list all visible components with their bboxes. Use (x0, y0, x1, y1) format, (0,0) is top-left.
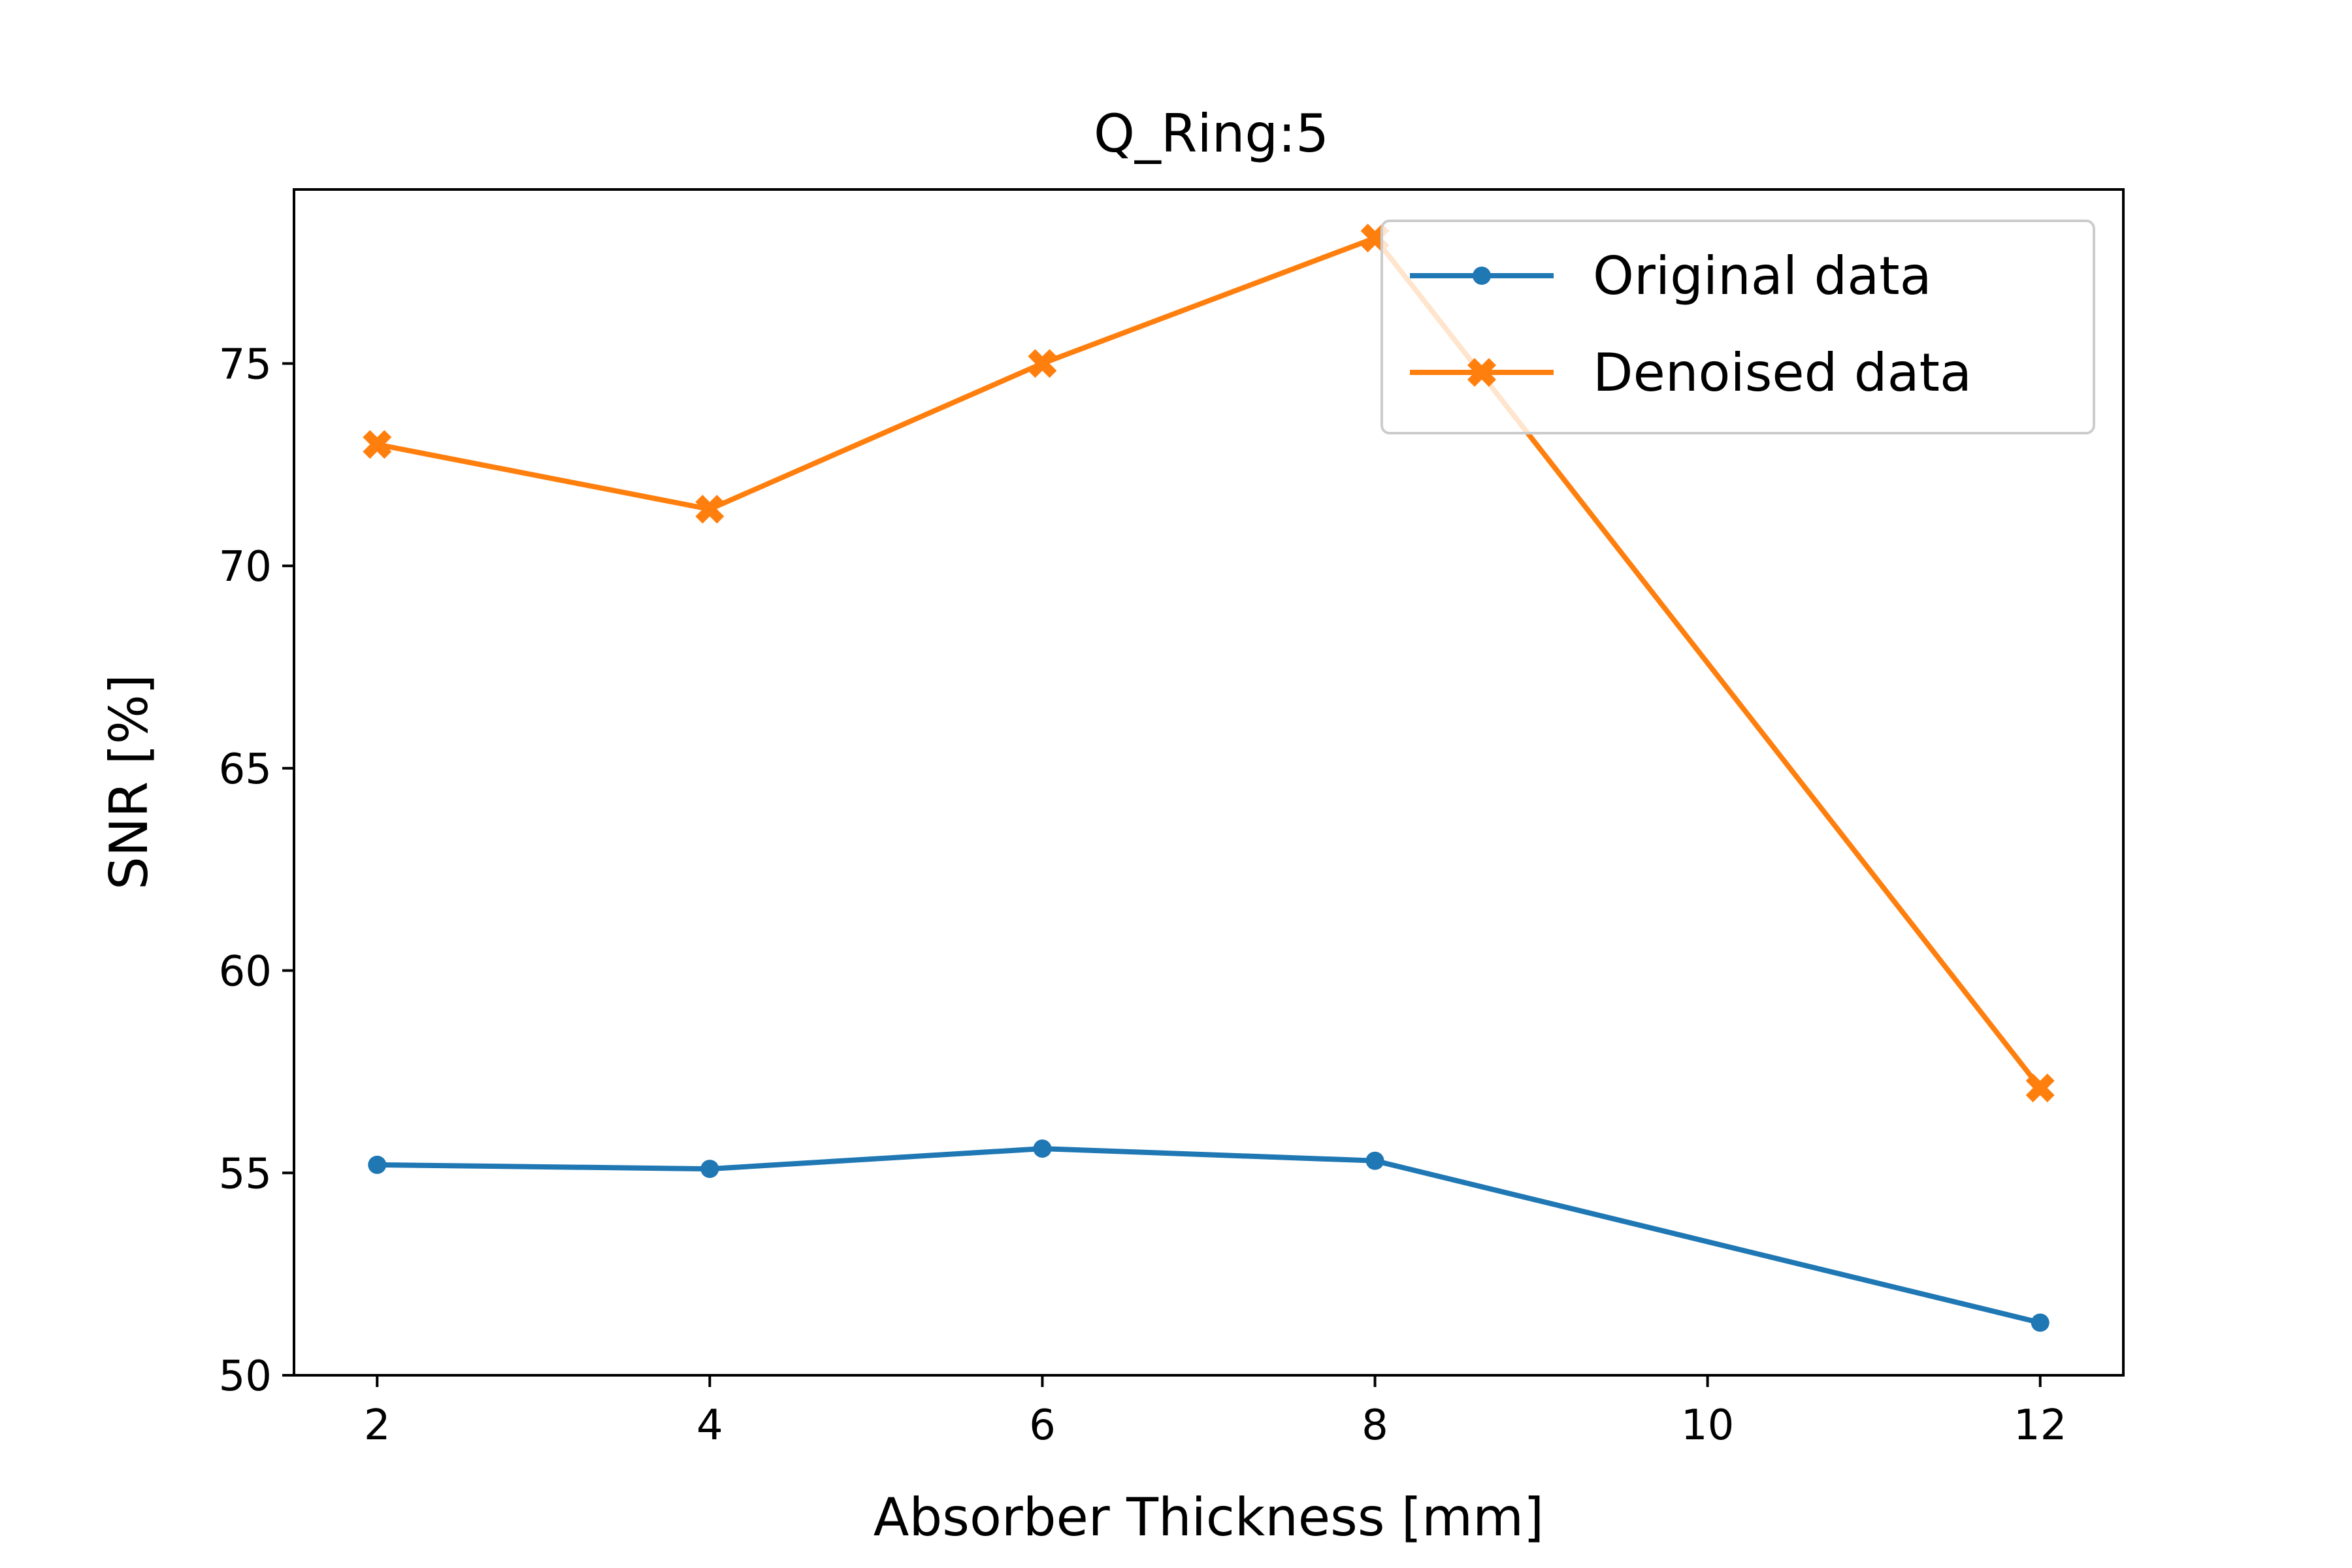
y-axis-label: SNR [%] (99, 674, 159, 890)
data-point (2031, 1313, 2050, 1332)
y-tick-label: 75 (219, 340, 272, 389)
legend-marker (1467, 358, 1496, 387)
y-tick-label: 60 (219, 948, 272, 996)
x-axis-label: Absorber Thickness [mm] (874, 1487, 1544, 1548)
legend-label: Denoised data (1593, 342, 1972, 403)
series-layer (363, 223, 2055, 1332)
y-tick-label: 65 (219, 745, 272, 794)
x-tick-label: 12 (2014, 1401, 2066, 1450)
series-2 (363, 223, 2055, 1103)
legend: Original data Denoised data (1380, 220, 2095, 434)
data-point (1033, 1139, 1052, 1158)
legend-entries: Original data Denoised data (1410, 246, 1972, 403)
chart-title: Q_Ring:5 (1094, 103, 1329, 164)
y-tick-label: 50 (219, 1352, 272, 1401)
legend-marker (1473, 267, 1491, 285)
x-axis-ticks: 2 4 6 8 10 12 (364, 1375, 2066, 1450)
y-tick-label: 55 (219, 1150, 272, 1198)
plot-frame (293, 188, 2125, 1377)
x-tick-label: 10 (1681, 1401, 1734, 1450)
y-axis-ticks: 50 55 60 65 70 75 (219, 340, 294, 1401)
x-tick-label: 4 (696, 1401, 723, 1450)
legend-label: Original data (1593, 246, 1932, 306)
data-point (1028, 349, 1057, 378)
x-tick-label: 6 (1029, 1401, 1056, 1450)
data-point (363, 430, 392, 459)
data-point (368, 1155, 387, 1174)
series-1 (368, 1139, 2050, 1332)
legend-box (1380, 220, 2095, 434)
data-point (695, 495, 725, 524)
x-tick-label: 2 (364, 1401, 391, 1450)
x-tick-label: 8 (1362, 1401, 1388, 1450)
data-point (2025, 1073, 2055, 1103)
y-tick-label: 70 (219, 543, 272, 591)
legend-entry-1: Original data (1410, 246, 1932, 306)
data-point (700, 1160, 719, 1179)
plot-area (293, 188, 2125, 1377)
data-point (1365, 1151, 1384, 1170)
legend-entry-2: Denoised data (1410, 342, 1972, 403)
